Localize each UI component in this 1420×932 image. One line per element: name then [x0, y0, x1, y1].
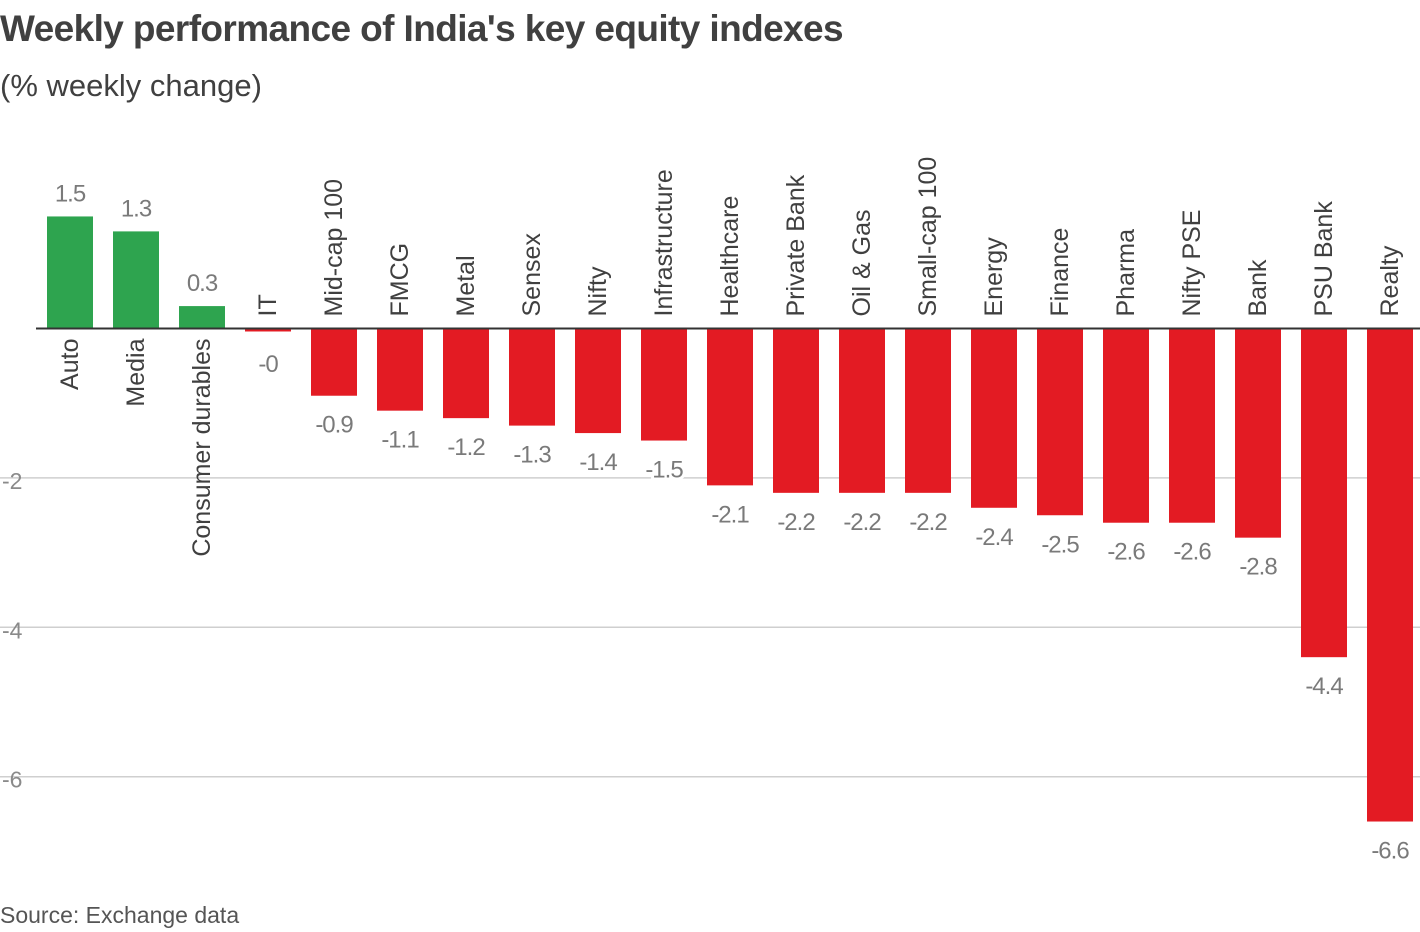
- category-label: Infrastructure: [650, 169, 678, 316]
- category-label: IT: [254, 294, 282, 316]
- y-tick-label: -2: [2, 468, 22, 494]
- bar: [1103, 328, 1149, 523]
- source-note: Source: Exchange data: [0, 902, 240, 928]
- category-label: PSU Bank: [1310, 201, 1338, 317]
- category-label: Healthcare: [716, 196, 744, 317]
- value-label: -2.6: [1173, 539, 1211, 566]
- category-label: Realty: [1376, 245, 1404, 316]
- bar: [575, 328, 621, 434]
- value-label: -1.4: [579, 449, 617, 476]
- bar: [377, 328, 423, 411]
- value-label: 1.5: [55, 180, 86, 207]
- category-label: Metal: [452, 255, 480, 316]
- value-label: -0: [258, 351, 278, 378]
- bar: [179, 306, 225, 329]
- chart-subtitle: (% weekly change): [0, 68, 262, 103]
- bar: [839, 328, 885, 493]
- bar: [113, 231, 159, 329]
- category-label: Small-cap 100: [914, 157, 942, 317]
- value-label: -1.3: [513, 442, 551, 469]
- category-label: FMCG: [386, 243, 414, 317]
- category-label: Sensex: [518, 233, 546, 317]
- category-label: Oil & Gas: [848, 210, 876, 317]
- bar: [641, 328, 687, 441]
- category-label: Pharma: [1112, 229, 1140, 317]
- category-label: Consumer durables: [188, 339, 216, 557]
- bar: [1235, 328, 1281, 538]
- value-label: -0.9: [315, 412, 353, 439]
- value-label: -2.1: [711, 501, 749, 528]
- value-label: 0.3: [187, 270, 218, 297]
- value-label: 1.3: [121, 195, 152, 222]
- bar: [1169, 328, 1215, 523]
- value-label: -2.5: [1041, 531, 1079, 558]
- bar: [1301, 328, 1347, 658]
- category-label: Media: [122, 338, 150, 406]
- bar: [47, 216, 93, 329]
- bar: [311, 328, 357, 396]
- bar: [707, 328, 753, 486]
- category-label: Auto: [56, 339, 84, 390]
- bar: [905, 328, 951, 493]
- value-label: -2.4: [975, 524, 1013, 551]
- value-label: -2.2: [843, 509, 881, 536]
- chart-title: Weekly performance of India's key equity…: [0, 8, 844, 49]
- value-label: -2.2: [777, 509, 815, 536]
- category-label: Energy: [980, 237, 1008, 317]
- bar: [509, 328, 555, 426]
- category-label: Nifty: [584, 266, 612, 317]
- category-label: Finance: [1046, 228, 1074, 317]
- category-label: Nifty PSE: [1178, 210, 1206, 317]
- bar: [1367, 328, 1413, 822]
- value-label: -2.8: [1239, 554, 1277, 581]
- bar: [971, 328, 1017, 508]
- y-tick-label: -4: [2, 617, 23, 643]
- bar: [773, 328, 819, 493]
- value-label: -1.5: [645, 457, 683, 484]
- category-label: Mid-cap 100: [320, 179, 348, 317]
- value-label: -2.2: [909, 509, 947, 536]
- value-label: -1.2: [447, 434, 485, 461]
- bar: [443, 328, 489, 419]
- y-tick-label: -6: [2, 767, 22, 793]
- bar: [245, 328, 291, 332]
- value-label: -2.6: [1107, 539, 1145, 566]
- value-label: -6.6: [1371, 838, 1409, 865]
- category-label: Private Bank: [782, 174, 810, 316]
- value-label: -1.1: [381, 427, 419, 454]
- bar: [1037, 328, 1083, 516]
- category-label: Bank: [1244, 259, 1272, 316]
- value-label: -4.4: [1305, 673, 1343, 700]
